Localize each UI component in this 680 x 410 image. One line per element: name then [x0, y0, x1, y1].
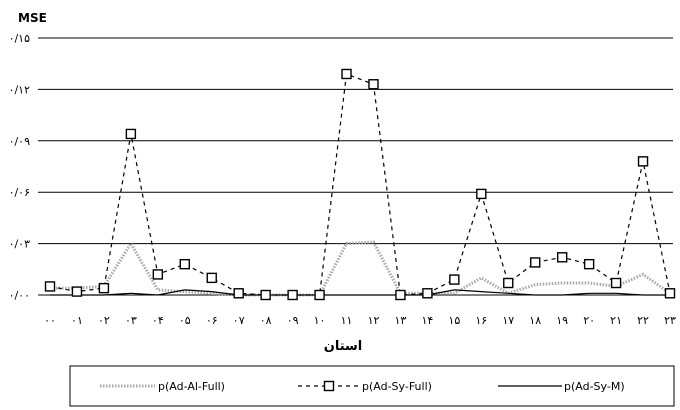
x-tick-label: ۰۳ — [125, 314, 137, 327]
data-point-marker — [179, 258, 190, 270]
x-tick-label: ۰۶ — [206, 314, 218, 327]
x-tick-label: ۱۲ — [368, 314, 380, 327]
legend-marker — [323, 380, 335, 392]
data-point-marker — [152, 269, 164, 280]
y-tick-label: ۰/۱۲ — [9, 83, 31, 96]
data-point-marker — [583, 258, 595, 270]
data-point-marker — [503, 277, 514, 289]
data-point-marker — [233, 288, 244, 299]
x-tick-label: ۱۵ — [448, 314, 460, 327]
x-tick-label: ۲۱ — [610, 314, 622, 327]
legend-label: p(Ad-Al-Full) — [158, 380, 225, 393]
data-point-marker — [125, 128, 137, 140]
legend-label: p(Ad-Sy-M) — [564, 380, 625, 393]
x-tick-label: ۲۲ — [637, 314, 649, 327]
data-point-marker — [556, 252, 568, 263]
data-point-marker — [395, 289, 406, 301]
x-tick-label: ۱۰ — [314, 314, 326, 327]
y-tick-label: ۰/۰۹ — [9, 135, 31, 148]
y-tick-label: ۰/۰۶ — [9, 186, 30, 199]
y-tick-labels: ۰/۰۰ ۰/۰۳ ۰/۰۶ ۰/۰۹ ۰/۱۲ ۰/۱۵ — [9, 32, 31, 302]
x-tick-labels: ۰۰ ۰۱ ۰۲ ۰۳ ۰۴ ۰۵ ۰۶ ۰۷ ۰۸ ۰۹ ۱۰ ۱۱ ۱۲ ۱۳ ۱۴ ۱۵ ۱۶ ۱۷ ۱۸ ۱۹… — [44, 314, 676, 327]
x-tick-label: ۰۹ — [287, 314, 299, 327]
x-tick-label: ۱۹ — [556, 314, 568, 327]
series-line — [50, 289, 670, 296]
x-tick-label: ۰۵ — [179, 314, 191, 327]
x-tick-label: ۰۸ — [260, 314, 272, 327]
data-point-marker — [341, 68, 352, 80]
x-tick-label: ۲۳ — [664, 314, 676, 327]
x-tick-label: ۱۶ — [475, 314, 487, 327]
series-line — [49, 73, 671, 296]
x-tick-label: ۰۰ — [44, 314, 56, 327]
data-point-marker — [260, 289, 271, 301]
x-tick-label: ۲۰ — [583, 314, 595, 327]
y-axis-title: MSE — [18, 11, 47, 25]
x-tick-label: ۱۷ — [502, 314, 514, 327]
x-tick-label: ۱۳ — [395, 314, 407, 327]
y-tick-label: ۰/۰۰ — [9, 289, 30, 302]
x-tick-label: ۰۴ — [152, 314, 164, 327]
data-point-marker — [287, 289, 298, 301]
data-point-marker — [664, 288, 676, 299]
data-point-marker — [530, 257, 541, 268]
legend-box — [69, 365, 675, 407]
series-line — [50, 240, 671, 297]
data-point-marker — [98, 282, 110, 294]
data-point-marker — [368, 79, 379, 90]
x-axis-title: استان — [324, 339, 363, 354]
data-point-marker — [637, 156, 649, 167]
x-tick-label: ۱۱ — [341, 314, 353, 327]
y-tick-label: ۰/۱۵ — [9, 32, 31, 45]
x-tick-label: ۰۱ — [71, 314, 83, 327]
data-point-marker — [449, 274, 460, 285]
x-tick-label: ۱۴ — [421, 314, 433, 327]
legend-label: p(Ad-Sy-Full) — [362, 380, 432, 393]
legend: p(Ad-Al-Full) p(Ad-Sy-Full) p(Ad-Sy-M) — [100, 380, 625, 393]
data-point-marker — [314, 289, 325, 301]
data-point-marker — [476, 188, 487, 200]
data-point-marker — [206, 272, 217, 284]
x-tick-label: ۰۲ — [98, 314, 110, 327]
gridlines — [38, 37, 673, 296]
x-tick-label: ۱۸ — [529, 314, 541, 327]
y-tick-label: ۰/۰۳ — [9, 238, 31, 251]
x-tick-label: ۰۷ — [233, 314, 245, 327]
data-point-marker — [71, 286, 83, 297]
series-layer — [44, 68, 676, 301]
data-point-marker — [44, 281, 56, 292]
data-point-marker — [610, 277, 622, 289]
data-point-marker — [422, 288, 433, 299]
